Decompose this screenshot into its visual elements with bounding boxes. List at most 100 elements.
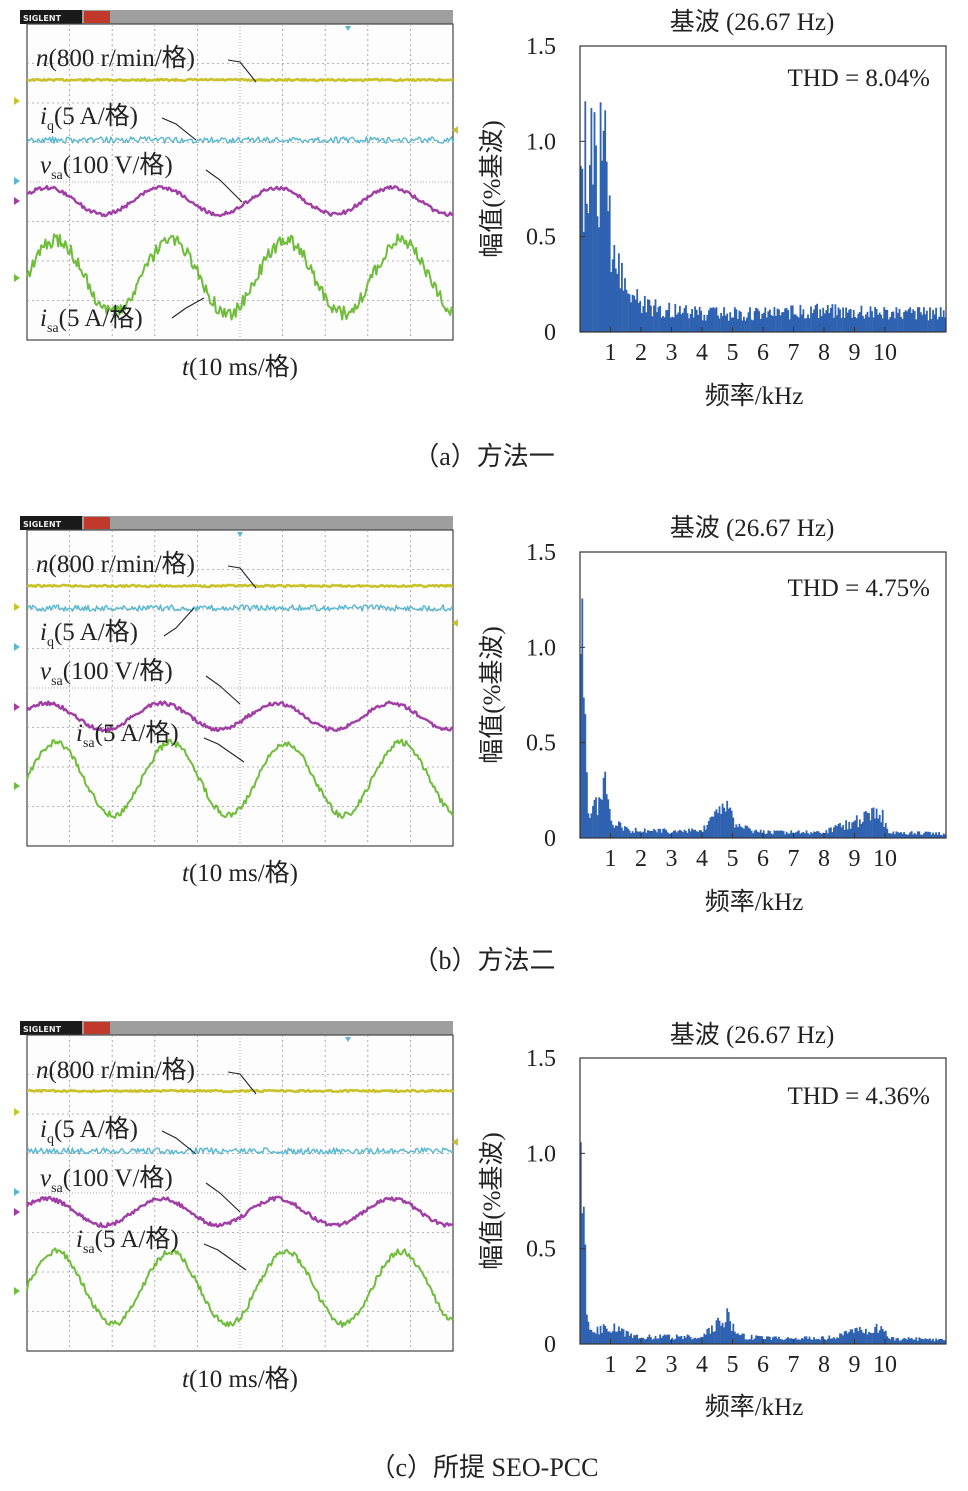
spectrum-bar <box>855 318 858 332</box>
spectrum-bar <box>935 1338 937 1344</box>
spectrum-bar <box>755 829 757 838</box>
spectrum-bar <box>845 820 847 838</box>
spectrum-bar <box>697 315 700 332</box>
spectrum-bar <box>643 1339 646 1344</box>
y-tick-label: 1.5 <box>526 34 556 60</box>
spectrum-bar <box>801 314 803 332</box>
spectrum-bar <box>773 830 776 838</box>
spectrum-bar <box>735 309 738 332</box>
spectrum-bar <box>688 828 690 838</box>
spectrum-bar <box>584 1244 587 1344</box>
scope-topbar <box>20 10 453 24</box>
spectrum-bar <box>730 1331 733 1344</box>
spectrum-bar <box>871 311 873 332</box>
spectrum-bar <box>904 310 907 332</box>
scope-traces <box>26 77 454 321</box>
spectrum-bar <box>683 1336 686 1344</box>
spectrum-bar <box>611 259 614 332</box>
spectrum-bar <box>848 1331 851 1344</box>
spectrum-bar <box>942 1340 945 1344</box>
spectrum-bar <box>929 832 931 838</box>
spectrum-bar <box>799 304 802 332</box>
spectrum-bar <box>732 317 735 332</box>
channel-label-speed: n(800 r/min/格) <box>36 1056 195 1084</box>
scope-traces <box>25 1088 455 1328</box>
x-tick-label: 4 <box>696 846 708 872</box>
spectrum-bar <box>776 308 779 332</box>
x-tick-label: 9 <box>849 1352 861 1378</box>
spectrum-bar <box>874 818 876 838</box>
spectrum-bar <box>781 312 783 332</box>
waveform-trace-ch3 <box>26 700 454 733</box>
spectrum-bar <box>663 828 666 838</box>
spectrum-bar <box>878 1330 881 1344</box>
spectrum-bar <box>820 833 823 838</box>
spectrum-bar <box>723 807 725 838</box>
spectrum-bar <box>857 1331 860 1344</box>
y-tick-label: 0.5 <box>526 1237 556 1263</box>
spectrum-bar <box>843 317 846 332</box>
spectrum-bar <box>881 809 884 838</box>
spectrum-bar <box>839 1333 841 1344</box>
x-tick-label: 7 <box>788 846 800 872</box>
spectrum-bar <box>584 714 587 838</box>
spectrum-bar <box>898 832 901 838</box>
spectrum-bar <box>648 299 651 332</box>
spectrum-bar <box>939 307 942 332</box>
spectrum-bar <box>698 306 701 332</box>
spectrum-bar <box>657 828 660 838</box>
spectrum-bar <box>607 1331 610 1344</box>
spectrum-bar <box>924 314 927 332</box>
spectrum-bar <box>724 1322 727 1344</box>
spectrum-bar <box>692 317 695 332</box>
spectrum-bar <box>887 833 890 838</box>
spectrum-bar <box>682 1339 684 1344</box>
spectrum-bar <box>805 1336 808 1344</box>
scope-logo <box>20 516 82 530</box>
spectrum-bar <box>704 320 707 332</box>
spectrum-bar <box>590 813 593 838</box>
spectrum-bar <box>706 314 709 332</box>
spectrum-bar <box>637 831 640 838</box>
spectrum-bar <box>788 833 791 838</box>
spectrum-bar <box>682 312 684 332</box>
scope-badge <box>84 517 110 529</box>
x-axis-label: 频率/kHz <box>705 888 804 916</box>
spectrum-bar <box>852 310 855 332</box>
spectrum-bar <box>900 832 902 838</box>
channel-label-vsa: vsa(100 V/格) <box>40 1164 173 1196</box>
channel-label-speed: n(800 r/min/格) <box>36 44 195 72</box>
spectrum-bar <box>903 1338 905 1344</box>
spectrum-bar <box>729 1321 732 1344</box>
spectrum-bar <box>680 314 683 332</box>
spectrum-bar <box>611 1331 614 1344</box>
x-tick-label: 4 <box>696 340 708 366</box>
x-tick-label: 10 <box>873 1352 897 1378</box>
spectrum-bar <box>651 1339 654 1344</box>
spectrum-bar <box>628 294 631 332</box>
spectrum-bar <box>744 1339 747 1344</box>
spectrum-bar <box>805 830 808 838</box>
leader-vsa <box>205 1182 241 1213</box>
spectrum-bar <box>919 1338 922 1344</box>
spectrum-bar <box>589 818 591 838</box>
x-tick-label: 8 <box>818 340 830 366</box>
spectrum-bar <box>804 833 806 838</box>
channel-label-iq: iq(5 A/格) <box>40 1115 138 1147</box>
y-axis-label: 幅值(%基波) <box>478 1132 506 1269</box>
spectrum-bar <box>773 1336 776 1344</box>
scope-brand: SIGLENT <box>23 520 62 529</box>
spectrum-bar <box>765 317 768 332</box>
spectrum-bar <box>842 825 844 838</box>
spectrum-bar <box>781 1339 783 1344</box>
spectrum-bar <box>733 1331 736 1344</box>
ch4-marker-icon <box>14 782 20 790</box>
spectrum-bar <box>858 312 861 332</box>
spectrum-bar <box>715 1320 718 1344</box>
spectrum-bar <box>608 195 611 332</box>
spectrum-bar <box>904 1338 907 1344</box>
spectrum-bar <box>784 308 786 332</box>
spectrum-bar <box>822 1336 825 1344</box>
spectrum-bar <box>936 319 939 332</box>
spectrum-bar <box>590 1329 593 1344</box>
